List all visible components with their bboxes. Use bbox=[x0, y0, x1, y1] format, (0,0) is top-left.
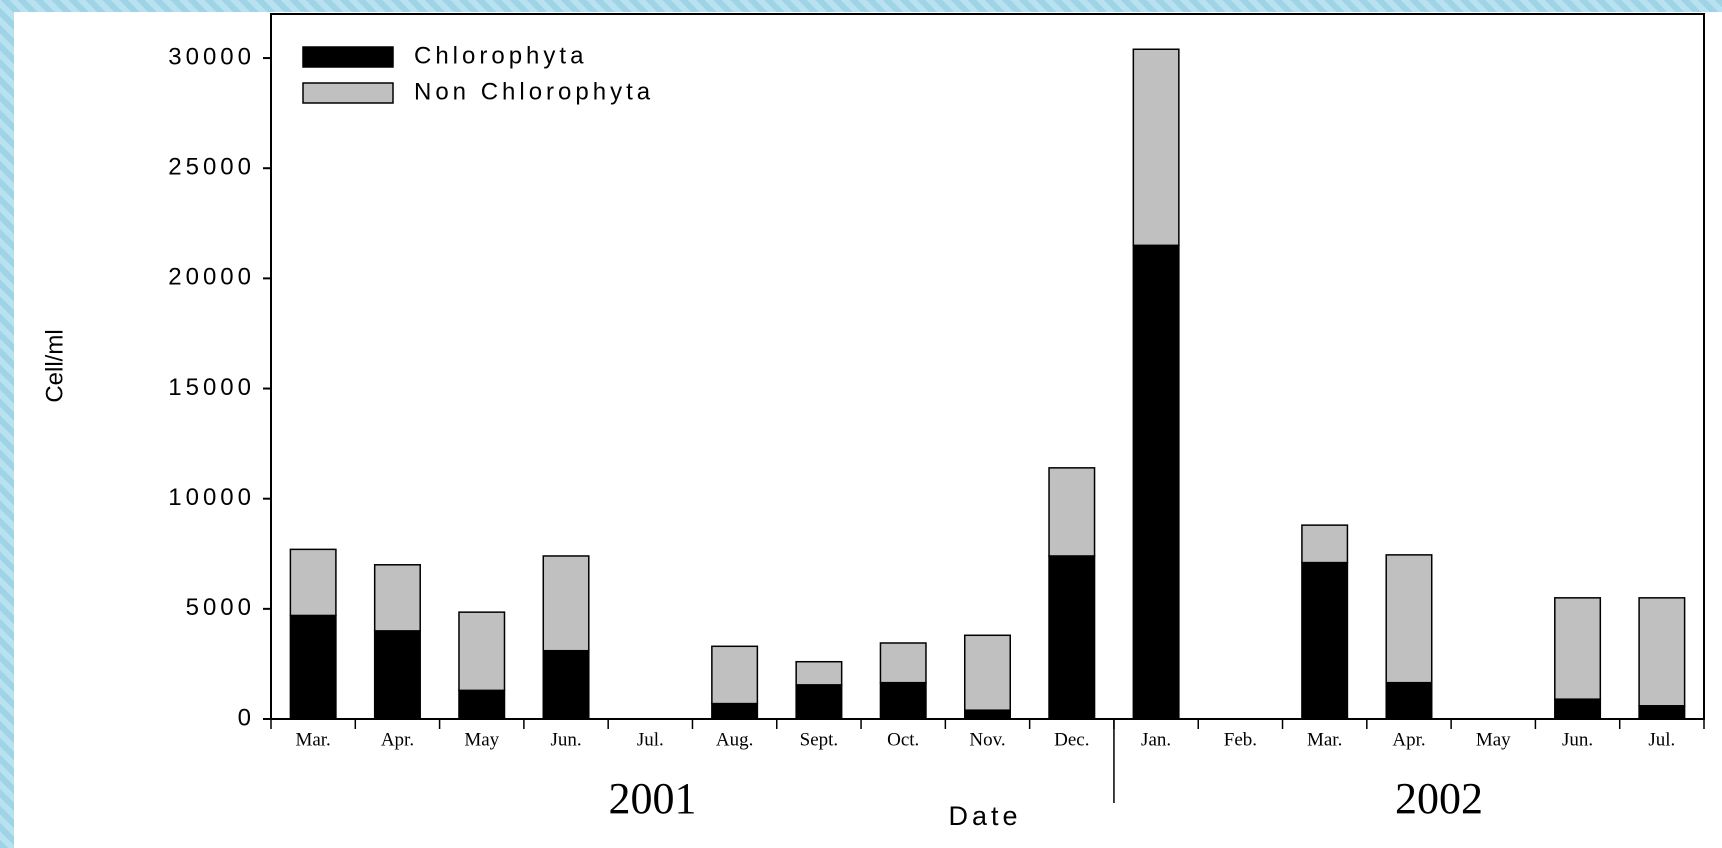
legend-label: Non Chlorophyta bbox=[414, 78, 654, 105]
legend-swatch bbox=[302, 82, 394, 104]
bar-segment bbox=[795, 660, 843, 686]
x-tick-label: Jul. bbox=[1648, 729, 1675, 750]
bar-segment bbox=[879, 681, 927, 720]
bar-segment bbox=[1132, 244, 1180, 720]
bar-segment bbox=[1132, 48, 1180, 247]
x-tick-label: Apr. bbox=[381, 729, 414, 750]
y-tick-label: 0 bbox=[238, 704, 255, 731]
bar-segment bbox=[711, 645, 759, 705]
bar-segment bbox=[1048, 555, 1096, 720]
x-tick-label: Mar. bbox=[295, 729, 330, 750]
bar-segment bbox=[373, 564, 421, 632]
x-tick-label: Apr. bbox=[1392, 729, 1425, 750]
x-tick-label: Sept. bbox=[800, 729, 839, 750]
y-tick-label: 5000 bbox=[186, 594, 255, 621]
bar-segment bbox=[1554, 698, 1602, 720]
x-tick-label: Dec. bbox=[1054, 729, 1089, 750]
x-tick-label: Jul. bbox=[637, 729, 664, 750]
bar-segment bbox=[1048, 467, 1096, 557]
x-tick-label: May bbox=[464, 729, 499, 750]
legend-label: Chlorophyta bbox=[414, 42, 587, 69]
bar-segment bbox=[879, 642, 927, 684]
x-tick-label: Jun. bbox=[1562, 729, 1593, 750]
x-tick-label: Oct. bbox=[887, 729, 919, 750]
x-tick-label: Nov. bbox=[969, 729, 1005, 750]
bar-segment bbox=[1385, 681, 1433, 720]
x-tick-label: Jun. bbox=[550, 729, 581, 750]
x-tick-label: Aug. bbox=[716, 729, 753, 750]
bar-segment bbox=[1301, 524, 1349, 564]
legend-swatch bbox=[302, 46, 394, 68]
x-tick-label: Jan. bbox=[1141, 729, 1171, 750]
y-axis-label: Cell/ml bbox=[41, 329, 68, 402]
bar-segment bbox=[458, 689, 506, 720]
bar-segment bbox=[289, 548, 337, 617]
y-tick-label: 20000 bbox=[168, 264, 255, 291]
bar-segment bbox=[1385, 554, 1433, 684]
bar-segment bbox=[963, 709, 1012, 720]
y-tick-label: 15000 bbox=[168, 374, 255, 401]
bar-segment bbox=[1554, 597, 1602, 700]
x-tick-label: Feb. bbox=[1224, 729, 1257, 750]
bar-segment bbox=[1638, 705, 1686, 720]
year-label: 2002 bbox=[1395, 774, 1483, 823]
bar-segment bbox=[542, 555, 590, 652]
y-tick-label: 30000 bbox=[168, 43, 255, 70]
y-tick-label: 25000 bbox=[168, 154, 255, 181]
bar-segment bbox=[795, 684, 843, 720]
x-axis-label: Date bbox=[948, 801, 1021, 831]
bar-segment bbox=[1301, 561, 1349, 720]
x-tick-label: Mar. bbox=[1307, 729, 1342, 750]
year-label: 2001 bbox=[608, 774, 696, 823]
x-tick-label: May bbox=[1476, 729, 1511, 750]
bar-segment bbox=[289, 614, 337, 720]
bar-segment bbox=[963, 634, 1012, 711]
y-tick-label: 10000 bbox=[168, 484, 255, 511]
bar-segment bbox=[373, 630, 421, 720]
bar-segment bbox=[711, 702, 759, 720]
bar-segment bbox=[458, 611, 506, 692]
bar-segment bbox=[542, 649, 590, 720]
bar-segment bbox=[1638, 597, 1686, 707]
